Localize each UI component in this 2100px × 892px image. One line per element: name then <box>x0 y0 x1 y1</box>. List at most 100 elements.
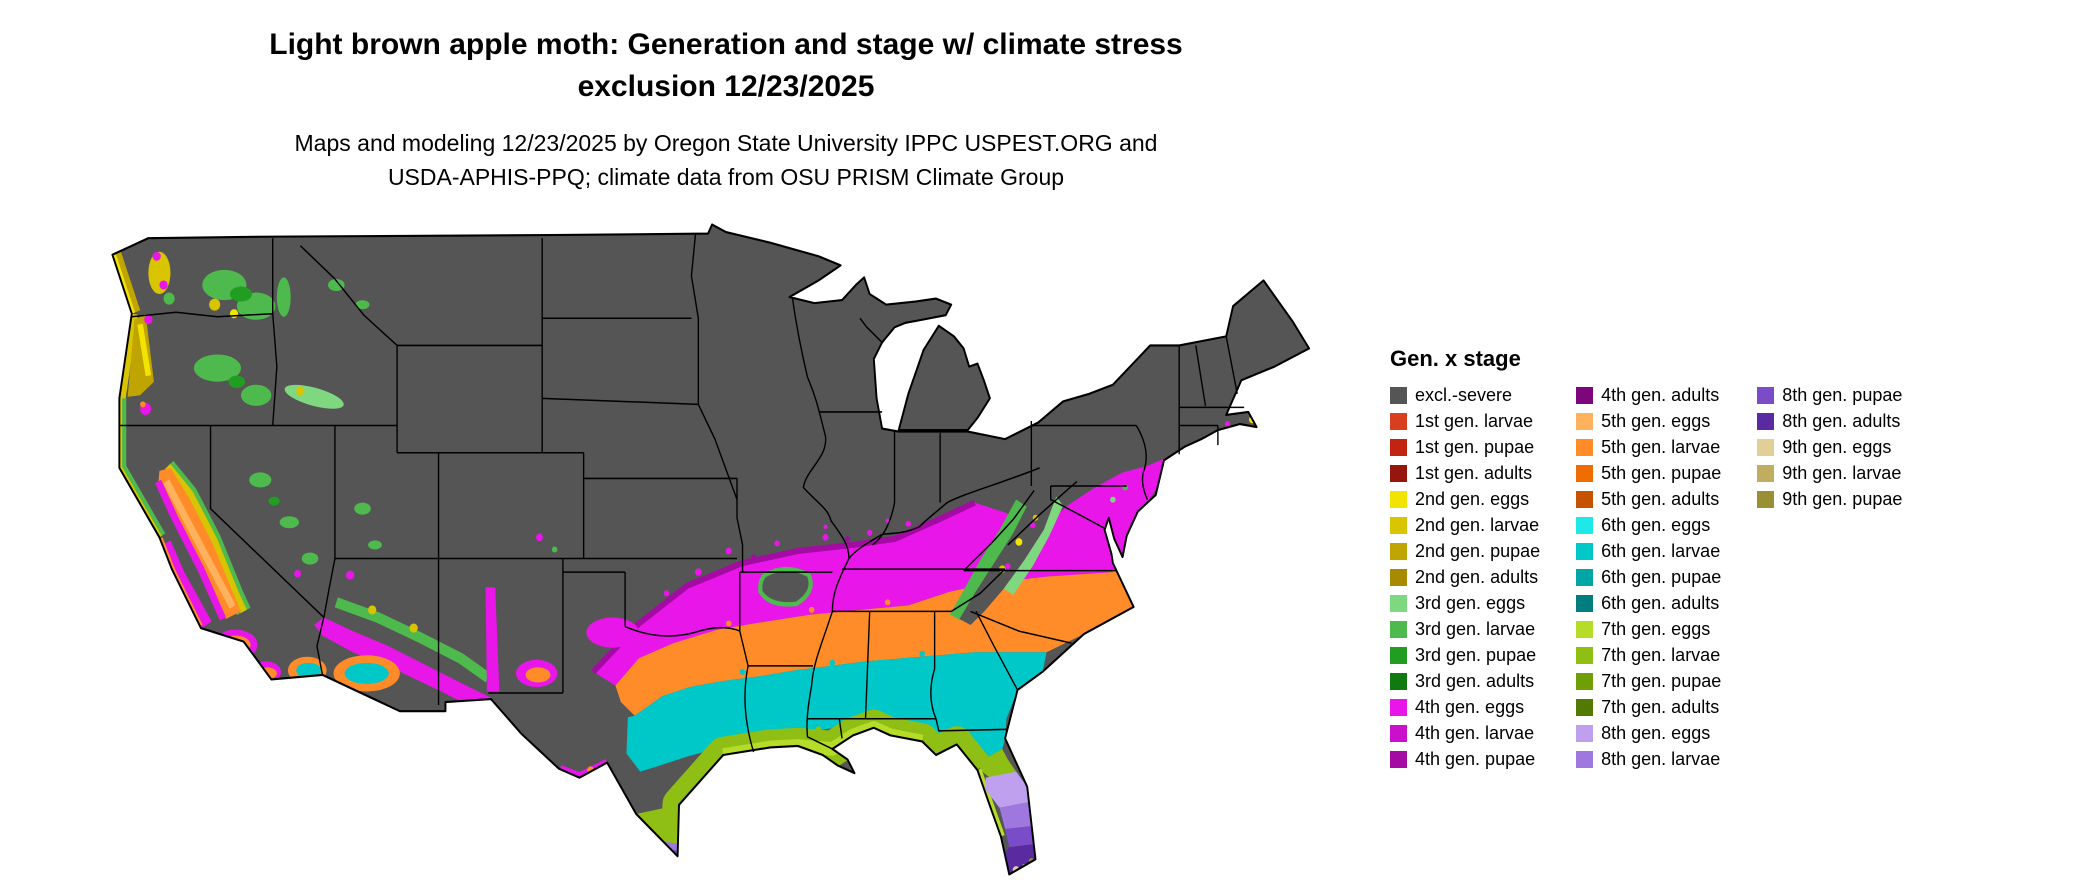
legend-item: excl.-severe <box>1390 382 1540 408</box>
legend-label: 4th gen. larvae <box>1415 722 1535 743</box>
coastline <box>111 223 1311 876</box>
legend-item: 3rd gen. larvae <box>1390 616 1540 642</box>
legend-label: 6th gen. pupae <box>1601 566 1722 587</box>
legend-item: 8th gen. larvae <box>1576 746 1721 772</box>
legend-swatch <box>1390 698 1407 716</box>
legend-swatch <box>1390 568 1407 586</box>
legend-item: 6th gen. adults <box>1576 590 1721 616</box>
legend-swatch <box>1757 464 1775 482</box>
page-title-line1: Light brown apple moth: Generation and s… <box>269 28 1183 61</box>
page-subtitle: Maps and modeling 12/23/2025 by Oregon S… <box>0 126 1452 194</box>
legend-label: 8th gen. larvae <box>1601 748 1721 769</box>
legend-label: 5th gen. pupae <box>1601 462 1722 483</box>
page-title: Light brown apple moth: Generation and s… <box>0 24 1452 108</box>
legend-swatch <box>1576 724 1594 742</box>
page-subtitle-line1: Maps and modeling 12/23/2025 by Oregon S… <box>294 130 1158 156</box>
legend-item: 7th gen. larvae <box>1576 642 1721 668</box>
legend-label: 3rd gen. pupae <box>1415 644 1537 665</box>
legend-swatch <box>1390 620 1407 638</box>
map-band-5th-gen-orange <box>615 566 1134 716</box>
legend-label: 2nd gen. eggs <box>1415 488 1530 509</box>
legend-item: 6th gen. larvae <box>1576 538 1721 564</box>
legend-item: 6th gen. eggs <box>1576 512 1721 538</box>
legend-swatch <box>1576 464 1594 482</box>
legend-item: 2nd gen. larvae <box>1390 512 1540 538</box>
map-speckles <box>663 415 1263 748</box>
legend-item: 7th gen. adults <box>1576 694 1721 720</box>
legend-item: 2nd gen. adults <box>1390 564 1540 590</box>
legend-label: 9th gen. larvae <box>1782 462 1902 483</box>
legend-swatch <box>1390 412 1407 430</box>
legend-swatch <box>1390 750 1407 768</box>
legend-swatch <box>1757 412 1775 430</box>
legend-title: Gen. x stage <box>1390 346 1521 371</box>
legend-swatch <box>1576 620 1594 638</box>
legend-columns: excl.-severe 1st gen. larvae 1st gen. pupa… <box>1390 382 1902 772</box>
legend-column: 8th gen. pupae 8th gen. adults 9th gen. eg… <box>1757 382 1902 512</box>
legend-swatch <box>1576 750 1594 768</box>
legend-item: 2nd gen. pupae <box>1390 538 1540 564</box>
legend-swatch <box>1390 464 1407 482</box>
legend-swatch <box>1576 594 1594 612</box>
legend-label: 9th gen. pupae <box>1782 488 1903 509</box>
legend-item: 4th gen. eggs <box>1390 694 1540 720</box>
legend-item: 1st gen. pupae <box>1390 434 1540 460</box>
legend-swatch <box>1576 568 1594 586</box>
map-region-southwest <box>314 533 639 781</box>
map-region-ozarks <box>758 566 813 607</box>
legend-label: excl.-severe <box>1415 384 1513 405</box>
legend-label: 4th gen. adults <box>1601 384 1720 405</box>
map-region-california <box>112 398 327 684</box>
legend-label: 5th gen. eggs <box>1601 410 1711 431</box>
legend-swatch <box>1390 672 1407 690</box>
state-borders <box>119 233 1245 753</box>
header: Light brown apple moth: Generation and s… <box>0 24 1452 194</box>
legend-item: 8th gen. pupae <box>1757 382 1902 408</box>
legend-label: 3rd gen. adults <box>1415 670 1535 691</box>
map-band-4th-gen-magenta <box>591 433 1231 686</box>
legend-label: 2nd gen. larvae <box>1415 514 1540 535</box>
map-region-excluded-severe <box>112 224 1310 875</box>
legend-label: 1st gen. pupae <box>1415 436 1535 457</box>
legend-label: 4th gen. eggs <box>1415 696 1525 717</box>
legend: Gen. x stage excl.-severe 1st gen. larvae… <box>1390 346 1902 772</box>
legend-label: 8th gen. eggs <box>1601 722 1711 743</box>
legend-label: 7th gen. larvae <box>1601 644 1721 665</box>
legend-item: 3rd gen. eggs <box>1390 590 1540 616</box>
legend-label: 6th gen. adults <box>1601 592 1720 613</box>
us-map-container <box>100 220 1316 888</box>
legend-label: 5th gen. larvae <box>1601 436 1721 457</box>
legend-item: 5th gen. adults <box>1576 486 1721 512</box>
legend-item: 9th gen. larvae <box>1757 460 1902 486</box>
map-region-great-basin <box>249 472 382 580</box>
legend-swatch <box>1390 646 1407 664</box>
page-subtitle-line2: USDA-APHIS-PPQ; climate data from OSU PR… <box>387 164 1065 190</box>
legend-item: 5th gen. larvae <box>1576 434 1721 460</box>
legend-item: 8th gen. eggs <box>1576 720 1721 746</box>
legend-label: 3rd gen. larvae <box>1415 618 1536 639</box>
legend-item: 9th gen. eggs <box>1757 434 1902 460</box>
legend-column: 4th gen. adults 5th gen. eggs 5th gen. lar… <box>1576 382 1721 772</box>
legend-swatch <box>1576 438 1594 456</box>
legend-item: 3rd gen. adults <box>1390 668 1540 694</box>
legend-swatch <box>1390 724 1407 742</box>
legend-item: 8th gen. adults <box>1757 408 1902 434</box>
legend-label: 7th gen. eggs <box>1601 618 1711 639</box>
legend-label: 1st gen. larvae <box>1415 410 1534 431</box>
legend-swatch <box>1576 412 1594 430</box>
legend-item: 3rd gen. pupae <box>1390 642 1540 668</box>
legend-label: 7th gen. pupae <box>1601 670 1722 691</box>
legend-swatch <box>1576 646 1594 664</box>
legend-label: 1st gen. adults <box>1415 462 1533 483</box>
legend-item: 4th gen. adults <box>1576 382 1721 408</box>
legend-item: 7th gen. pupae <box>1576 668 1721 694</box>
legend-item: 9th gen. pupae <box>1757 486 1902 512</box>
legend-label: 8th gen. adults <box>1782 410 1901 431</box>
map-fill-layers <box>112 224 1310 875</box>
legend-swatch <box>1576 698 1594 716</box>
legend-item: 4th gen. pupae <box>1390 746 1540 772</box>
legend-item: 6th gen. pupae <box>1576 564 1721 590</box>
legend-label: 5th gen. adults <box>1601 488 1720 509</box>
legend-item: 7th gen. eggs <box>1576 616 1721 642</box>
legend-label: 2nd gen. adults <box>1415 566 1539 587</box>
